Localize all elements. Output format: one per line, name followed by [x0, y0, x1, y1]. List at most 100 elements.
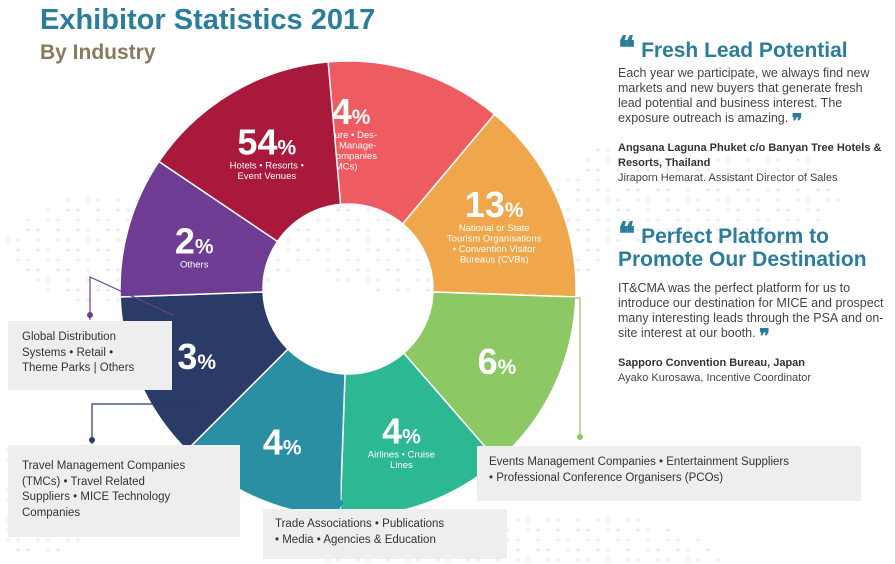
map-dot: [536, 538, 540, 542]
map-dot: [756, 218, 760, 222]
map-dot: [706, 208, 710, 212]
callout-leader-dot: [87, 312, 93, 318]
map-dot: [126, 218, 130, 222]
map-dot: [746, 238, 750, 242]
map-dot: [286, 238, 290, 242]
map-dot: [696, 538, 700, 542]
map-dot: [76, 538, 80, 542]
map-dot: [316, 238, 320, 242]
map-dot: [646, 548, 650, 552]
map-dot: [376, 218, 380, 222]
map-dot: [606, 558, 610, 562]
map-dot: [66, 288, 70, 292]
map-dot: [666, 538, 670, 542]
map-dot: [696, 198, 700, 202]
quote-title: ❝ Fresh Lead Potential: [618, 29, 848, 67]
map-dot: [626, 558, 630, 562]
map-dot: [626, 218, 630, 222]
map-dot: [336, 558, 340, 562]
map-dot: [686, 158, 690, 162]
map-dot: [656, 228, 660, 232]
map-dot: [626, 208, 630, 212]
map-dot: [656, 148, 660, 152]
map-dot: [586, 168, 590, 172]
map-dot: [526, 518, 530, 522]
map-dot: [686, 148, 690, 152]
map-dot: [416, 278, 420, 282]
map-dot: [656, 178, 660, 182]
map-dot: [106, 298, 110, 302]
map-dot: [596, 248, 600, 252]
map-dot: [356, 228, 360, 232]
pie-slice: [157, 61, 342, 243]
map-dot: [596, 538, 600, 542]
map-dot: [576, 268, 580, 272]
map-dot: [786, 218, 790, 222]
map-dot: [346, 258, 350, 262]
map-dot: [46, 218, 50, 222]
map-dot: [76, 218, 80, 222]
map-dot: [686, 548, 690, 552]
map-dot: [116, 208, 120, 212]
map-dot: [686, 228, 690, 232]
map-dot: [46, 208, 50, 212]
map-dot: [746, 168, 750, 172]
callout-trade-associations: Trade Associations • Publications • Medi…: [263, 509, 507, 559]
map-dot: [646, 178, 650, 182]
map-dot: [736, 178, 740, 182]
map-dot: [666, 528, 670, 532]
map-dot: [626, 228, 630, 232]
map-dot: [556, 538, 560, 542]
map-dot: [76, 208, 80, 212]
map-dot: [736, 148, 740, 152]
map-dot: [626, 178, 630, 182]
slice-value-label: 13%: [465, 184, 524, 225]
map-dot: [706, 218, 710, 222]
map-dot: [286, 248, 290, 252]
map-dot: [816, 208, 820, 212]
map-dot: [426, 288, 430, 292]
map-dot: [326, 258, 330, 262]
slice-category-label: Tourism Organisations: [447, 233, 542, 244]
map-dot: [706, 148, 710, 152]
map-dot: [776, 198, 780, 202]
map-dot: [786, 148, 790, 152]
map-dot: [36, 278, 40, 282]
map-dot: [596, 208, 600, 212]
map-dot: [106, 228, 110, 232]
callout-leader-dot: [337, 500, 343, 506]
map-dot: [386, 258, 390, 262]
map-dot: [556, 518, 560, 522]
map-dot: [716, 148, 720, 152]
quote-body: Each year we participate, we always find…: [618, 66, 870, 133]
map-dot: [816, 188, 820, 192]
map-dot: [636, 238, 640, 242]
map-dot: [326, 268, 330, 272]
map-dot: [36, 268, 40, 272]
map-dot: [366, 278, 370, 282]
map-dot: [606, 158, 610, 162]
quote-perfect-platform: ❝ Perfect Platform to Promote Our Destin…: [618, 218, 886, 386]
map-dot: [686, 198, 690, 202]
map-dot: [556, 188, 560, 192]
map-dot: [26, 268, 30, 272]
map-dot: [116, 198, 120, 202]
map-dot: [396, 238, 400, 242]
map-dot: [66, 238, 70, 242]
slice-category-label: • Convention Visitor: [453, 244, 536, 255]
map-dot: [816, 178, 820, 182]
map-dot: [66, 538, 70, 542]
map-dot: [96, 218, 100, 222]
map-dot: [86, 228, 90, 232]
map-dot: [586, 528, 590, 532]
map-dot: [676, 538, 680, 542]
map-dot: [756, 178, 760, 182]
map-dot: [116, 268, 120, 272]
map-dot: [356, 268, 360, 272]
map-dot: [716, 558, 720, 562]
map-dot: [806, 198, 810, 202]
map-dot: [716, 228, 720, 232]
map-dot: [16, 548, 20, 552]
map-dot: [366, 228, 370, 232]
map-dot: [766, 148, 770, 152]
